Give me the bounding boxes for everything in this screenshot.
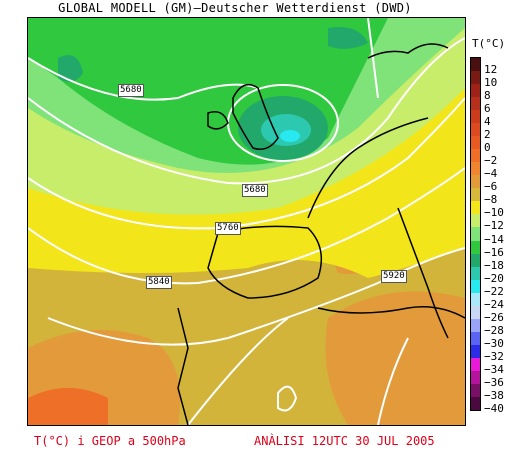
legend-swatch — [471, 201, 480, 215]
isoline-label: 5920 — [381, 270, 407, 283]
isoline-south-1 — [187, 317, 289, 425]
coastline-italy — [397, 207, 449, 339]
legend-tick-label: −12 — [484, 219, 504, 233]
legend-swatch — [471, 71, 480, 85]
legend-tick-label: −40 — [484, 402, 504, 415]
legend-tick-label: −32 — [484, 349, 504, 363]
coastline-africa-north — [317, 306, 465, 319]
legend-swatch — [471, 227, 480, 241]
legend-tick-label: 12 — [484, 63, 498, 77]
legend-swatch — [471, 383, 480, 398]
legend-swatch — [471, 136, 480, 150]
legend-tick-label: −6 — [484, 180, 498, 194]
legend-tick-label: −26 — [484, 310, 504, 324]
legend-tick-label: 0 — [484, 141, 491, 155]
warm-patch-hot — [28, 388, 108, 425]
coastline-iberia — [207, 225, 323, 299]
legend-tick-label: 6 — [484, 102, 491, 116]
cold-patch-west — [58, 55, 83, 82]
legend-swatch — [471, 162, 480, 176]
legend-tick-label: −4 — [484, 167, 498, 181]
legend-swatch — [471, 149, 480, 163]
coastline-ireland — [207, 111, 229, 130]
legend-tick-label: −18 — [484, 258, 504, 272]
legend-tick-label: 2 — [484, 128, 491, 142]
yellow-band — [28, 78, 465, 278]
color-legend: T(°C) 12 10 8 6 4 2 0 −2 −4 −6 −8 −10 −12 −14 −16 −18 −2… — [464, 17, 520, 424]
legend-swatch — [471, 175, 480, 189]
coastline-africa-west — [177, 307, 189, 425]
legend-swatch — [471, 97, 480, 111]
isoline-5840 — [28, 167, 465, 285]
legend-swatch — [471, 357, 480, 372]
legend-swatch — [471, 344, 480, 359]
legend-tick-label: −16 — [484, 245, 504, 259]
coastline-scandinavia — [367, 43, 449, 59]
legend-swatch — [471, 214, 480, 228]
legend-tick-label: −24 — [484, 297, 504, 311]
isoline-label: 5680 — [118, 84, 144, 97]
isoline-south-2 — [377, 337, 409, 425]
legend-swatch — [471, 396, 480, 411]
legend-swatch — [471, 240, 480, 255]
cold-patch-north — [328, 27, 368, 49]
isoline-north — [367, 18, 379, 99]
isoline-label: 5840 — [146, 276, 172, 289]
trough-cold-core — [280, 130, 300, 142]
legend-tick-label: 8 — [484, 89, 491, 103]
legend-swatch — [471, 110, 480, 124]
legend-swatch — [471, 253, 480, 268]
isoline-closed-south — [277, 385, 298, 412]
map-canvas — [28, 18, 465, 425]
legend-color-bar — [470, 57, 481, 411]
legend-swatch — [471, 188, 480, 202]
map-title: GLOBAL MODELL (GM)—Deutscher Wetterdiens… — [58, 1, 412, 15]
coastline-france — [307, 117, 429, 219]
isoline-5760 — [28, 97, 465, 230]
legend-swatch — [471, 292, 480, 307]
isoline-label: 5680 — [242, 184, 268, 197]
legend-tick-label: −28 — [484, 323, 504, 337]
legend-swatch — [471, 305, 480, 320]
legend-swatch — [471, 84, 480, 98]
footer-variable-label: T(°C) i GEOP a 500hPa — [34, 434, 186, 448]
coastlines — [177, 43, 465, 425]
legend-tick-label: −34 — [484, 362, 504, 376]
legend-tick-label: −2 — [484, 154, 498, 168]
isoline-5680-a — [28, 57, 259, 101]
geopotential-isolines — [28, 18, 465, 425]
legend-swatch — [471, 123, 480, 137]
coastline-britain — [232, 83, 279, 150]
legend-tick-label: −22 — [484, 284, 504, 298]
legend-swatch — [471, 331, 480, 346]
legend-swatch — [471, 370, 480, 385]
legend-tick-label: −8 — [484, 193, 498, 207]
legend-swatch — [471, 266, 480, 281]
legend-title: T(°C) — [472, 37, 506, 50]
legend-tick-label: −10 — [484, 206, 504, 220]
light-green-band — [28, 18, 465, 215]
warm-patch-se — [325, 291, 465, 425]
footer-analysis-time: ANÀLISI 12UTC 30 JUL 2005 — [254, 434, 435, 448]
legend-tick-label: 4 — [484, 115, 491, 129]
legend-swatch — [471, 58, 480, 72]
legend-swatch — [471, 318, 480, 333]
isoline-label: 5760 — [215, 222, 241, 235]
legend-swatch — [471, 279, 480, 294]
legend-tick-label: −30 — [484, 336, 504, 350]
isoline-5680-b — [28, 37, 465, 185]
legend-tick-label: 10 — [484, 76, 498, 90]
temperature-map: 5680 5680 5760 5840 5920 — [27, 17, 466, 426]
legend-tick-label: −14 — [484, 232, 504, 246]
legend-tick-label: −20 — [484, 271, 504, 285]
legend-tick-label: −36 — [484, 375, 504, 389]
legend-tick-label: −38 — [484, 388, 504, 402]
